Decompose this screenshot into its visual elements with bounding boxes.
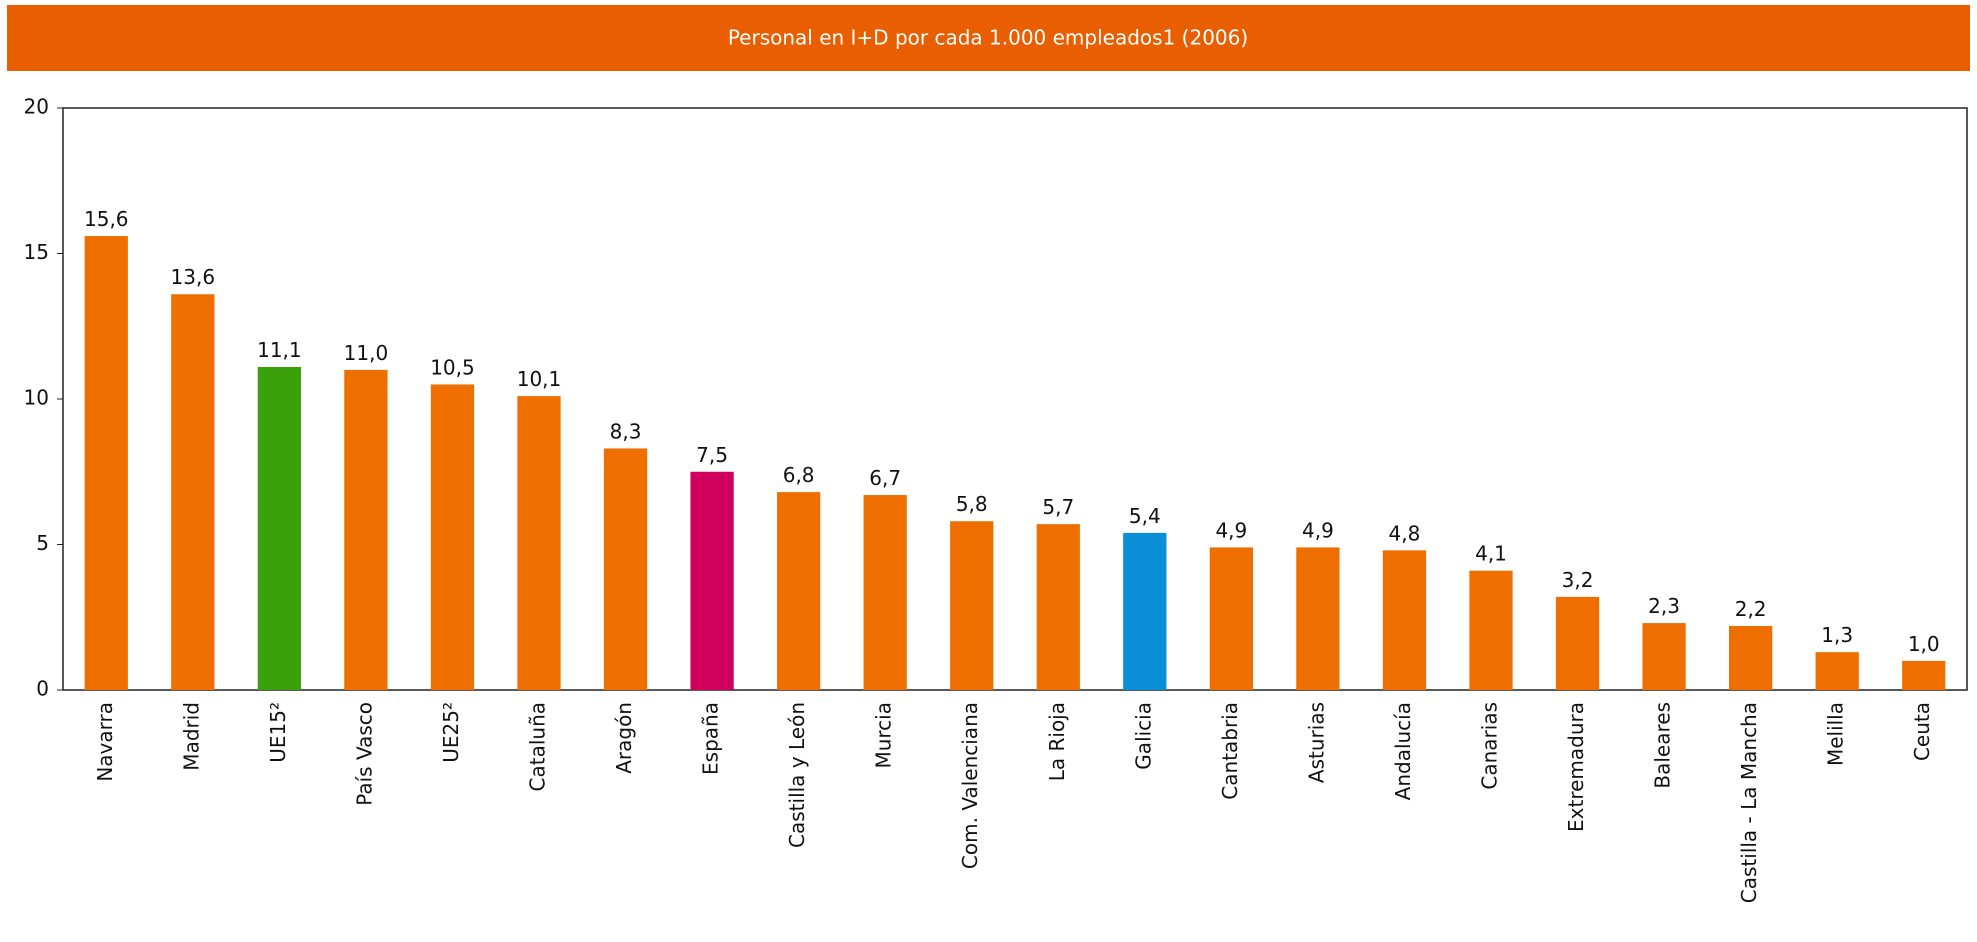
bar	[344, 369, 388, 690]
value-label: 1,3	[1821, 623, 1853, 647]
value-label: 13,6	[171, 265, 216, 289]
bar	[777, 492, 821, 690]
bar	[1382, 550, 1427, 690]
x-tick-label: Castilla y León	[785, 702, 809, 848]
x-tick-label: Galicia	[1131, 702, 1155, 770]
value-label: 4,9	[1302, 518, 1334, 542]
value-label: 5,4	[1129, 504, 1161, 528]
bar	[863, 495, 907, 690]
value-label: 4,9	[1215, 518, 1247, 542]
x-tick-label: Navarra	[93, 702, 117, 782]
y-tick-label: 20	[24, 95, 49, 119]
bar	[1729, 625, 1773, 690]
bar	[603, 448, 648, 690]
x-tick-label: Cataluña	[526, 702, 550, 791]
bar	[690, 471, 734, 690]
x-tick-label: Melilla	[1824, 702, 1848, 766]
value-label: 11,1	[257, 338, 302, 362]
value-label: 15,6	[84, 207, 129, 231]
x-tick-label: UE25²	[439, 702, 463, 763]
x-tick-label: España	[699, 702, 723, 775]
x-tick-label: País Vasco	[352, 702, 376, 806]
y-tick-label: 5	[36, 531, 49, 555]
value-label: 10,1	[517, 367, 562, 391]
x-tick-label: Murcia	[872, 702, 896, 769]
bar	[1123, 532, 1167, 690]
x-tick-label: Andalucía	[1391, 702, 1415, 800]
value-label: 7,5	[696, 443, 728, 467]
x-tick-label: La Rioja	[1045, 702, 1069, 781]
bar	[950, 521, 994, 690]
value-label: 2,3	[1648, 594, 1680, 618]
value-label: 6,8	[783, 463, 815, 487]
value-label: 3,2	[1562, 568, 1594, 592]
value-label: 5,8	[956, 492, 988, 516]
bar	[1296, 547, 1340, 690]
y-tick-label: 0	[36, 677, 49, 701]
x-tick-label: Ceuta	[1910, 702, 1934, 761]
bar	[1555, 596, 1600, 690]
value-label: 10,5	[430, 355, 475, 379]
x-tick-label: Com. Valenciana	[958, 702, 982, 869]
value-label: 2,2	[1735, 597, 1767, 621]
chart-title: Personal en I+D por cada 1.000 empleados…	[728, 26, 1248, 50]
value-label: 11,0	[344, 341, 389, 365]
x-tick-label: Madrid	[179, 702, 203, 771]
bar	[430, 384, 475, 690]
bar	[171, 294, 215, 690]
value-label: 8,3	[610, 419, 642, 443]
value-label: 4,8	[1389, 521, 1421, 545]
bar	[257, 366, 301, 690]
y-tick-label: 15	[24, 240, 49, 264]
bar	[1036, 524, 1080, 690]
value-label: 4,1	[1475, 542, 1507, 566]
x-tick-label: UE15²	[266, 702, 290, 763]
bar	[1815, 652, 1859, 690]
y-tick-label: 10	[24, 386, 49, 410]
bar	[1902, 660, 1946, 690]
x-tick-label: Aragón	[612, 702, 636, 774]
x-tick-label: Baleares	[1651, 702, 1675, 789]
title-bar	[7, 5, 1970, 71]
x-tick-label: Castilla - La Mancha	[1737, 702, 1761, 903]
value-label: 5,7	[1042, 495, 1074, 519]
bar	[1469, 570, 1513, 690]
x-tick-label: Cantabria	[1218, 702, 1242, 800]
x-tick-label: Extremadura	[1564, 702, 1588, 832]
bar	[1642, 623, 1686, 690]
bar	[84, 236, 128, 691]
value-label: 6,7	[869, 466, 901, 490]
x-tick-label: Asturias	[1304, 702, 1328, 783]
value-label: 1,0	[1908, 632, 1940, 656]
x-tick-label: Canarias	[1478, 702, 1502, 790]
bar	[517, 396, 561, 690]
bar	[1209, 547, 1253, 690]
